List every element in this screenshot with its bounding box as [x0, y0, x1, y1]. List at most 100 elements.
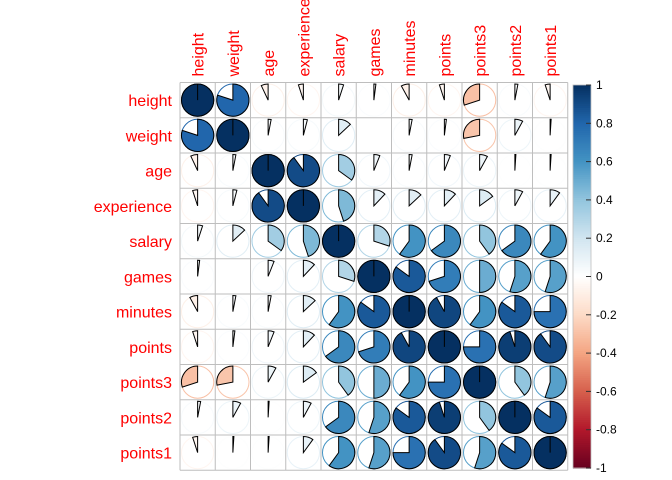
pie-games-points3	[463, 259, 497, 294]
colorbar-segment	[573, 205, 591, 209]
colorbar-segment	[573, 295, 591, 299]
colorbar-segment	[573, 201, 591, 205]
pie-age-points2	[498, 153, 532, 188]
colorbar-segment	[573, 152, 591, 155]
pie-fill	[297, 83, 304, 101]
colorbar-segment	[573, 213, 591, 216]
pie-fill	[544, 365, 567, 399]
pie-fill	[338, 365, 356, 396]
pie-fill	[324, 330, 356, 364]
colorbar-segment	[573, 146, 591, 149]
pie-fill	[251, 189, 285, 223]
pie-fill	[302, 224, 320, 258]
colorbar-segment	[573, 197, 591, 201]
colorbar-segment	[573, 320, 591, 324]
pie-weight-age	[251, 118, 285, 152]
pie-fill	[463, 118, 481, 139]
colorbar-segment	[573, 330, 591, 333]
colorbar-segment	[573, 284, 591, 287]
colorbar-tick-label: 0.2	[596, 231, 613, 245]
pie-salary-weight	[216, 224, 250, 258]
colorbar-segment	[573, 303, 591, 306]
pie-games-points	[427, 259, 461, 293]
pie-points-age	[251, 330, 285, 364]
colorbar-segment	[573, 362, 591, 366]
colorbar-segment	[573, 435, 591, 438]
colorbar-segment	[573, 115, 591, 119]
pie-points3-points2	[498, 365, 532, 399]
pie-fill	[232, 435, 235, 453]
colorbar-segment	[573, 423, 591, 427]
pie-fill	[443, 189, 457, 208]
colorbar-segment	[573, 353, 591, 356]
pie-fill	[438, 83, 445, 101]
pie-fill	[549, 189, 561, 208]
colorbar-segment	[573, 286, 591, 289]
pie-height-points1	[533, 83, 567, 117]
pie-points2-salary	[322, 400, 356, 434]
pie-experience-points3	[463, 189, 497, 223]
colorbar-segment	[573, 397, 591, 400]
colorbar-segment	[573, 257, 591, 260]
colorbar-segment	[573, 312, 591, 316]
colorbar-segment	[573, 217, 591, 220]
colorbar-segment	[573, 165, 591, 168]
colorbar-segment	[573, 209, 591, 212]
pie-points2-points2	[498, 400, 532, 434]
colorbar-segment	[573, 427, 591, 431]
column-label: height	[191, 32, 208, 76]
colorbar-segment	[573, 464, 591, 467]
pie-fill	[267, 259, 275, 277]
colorbar-tick-label: 0.4	[596, 193, 613, 207]
pie-age-weight	[216, 153, 250, 188]
colorbar-segment	[573, 173, 591, 176]
row-label: salary	[129, 234, 172, 251]
colorbar-segment	[573, 387, 591, 391]
colorbar-segment	[573, 199, 591, 203]
colorbar-segment	[573, 86, 591, 90]
colorbar-segment	[573, 180, 591, 184]
pie-experience-points2	[498, 189, 532, 223]
pie-fill	[427, 294, 461, 329]
colorbar-segment	[573, 280, 591, 283]
colorbar-segment	[573, 431, 591, 435]
colorbar-segment	[573, 332, 591, 335]
pie-fill	[462, 330, 497, 364]
colorbar-segment	[573, 385, 591, 389]
pie-fill	[302, 118, 308, 136]
pie-fill	[197, 259, 201, 277]
pie-weight-height	[181, 118, 215, 152]
pie-fill	[514, 153, 517, 171]
pie-minutes-age	[251, 294, 285, 329]
pie-age-salary	[322, 153, 356, 188]
pie-fill	[267, 330, 275, 348]
colorbar-segment	[573, 132, 591, 136]
colorbar-segment	[573, 106, 591, 109]
colorbar-segment	[573, 140, 591, 144]
colorbar-segment	[573, 372, 591, 375]
pie-points2-age	[251, 400, 285, 434]
colorbar-segment	[573, 383, 591, 387]
colorbar-segment	[573, 176, 591, 180]
colorbar-segment	[573, 107, 591, 111]
pie-weight-points3	[463, 118, 497, 152]
pie-fill	[392, 400, 426, 434]
pie-fill	[232, 153, 237, 171]
colorbar-segment	[573, 429, 591, 433]
pie-fill	[216, 83, 250, 117]
colorbar-tick-label: -0.6	[596, 384, 617, 398]
colorbar-tick-label: 1	[596, 78, 603, 92]
colorbar-segment	[573, 328, 591, 331]
pie-points1-points2	[498, 435, 532, 470]
colorbar-segment	[573, 347, 591, 350]
colorbar-segment	[573, 408, 591, 412]
pie-salary-experience	[286, 224, 320, 258]
colorbar-segment	[573, 266, 591, 270]
pie-points3-points	[427, 365, 461, 399]
pie-points1-games	[357, 435, 391, 470]
pie-fill	[474, 435, 497, 470]
pie-fill	[181, 365, 199, 388]
pie-experience-minutes	[392, 189, 426, 223]
pie-salary-points1	[533, 224, 567, 258]
pie-minutes-minutes	[392, 295, 426, 329]
